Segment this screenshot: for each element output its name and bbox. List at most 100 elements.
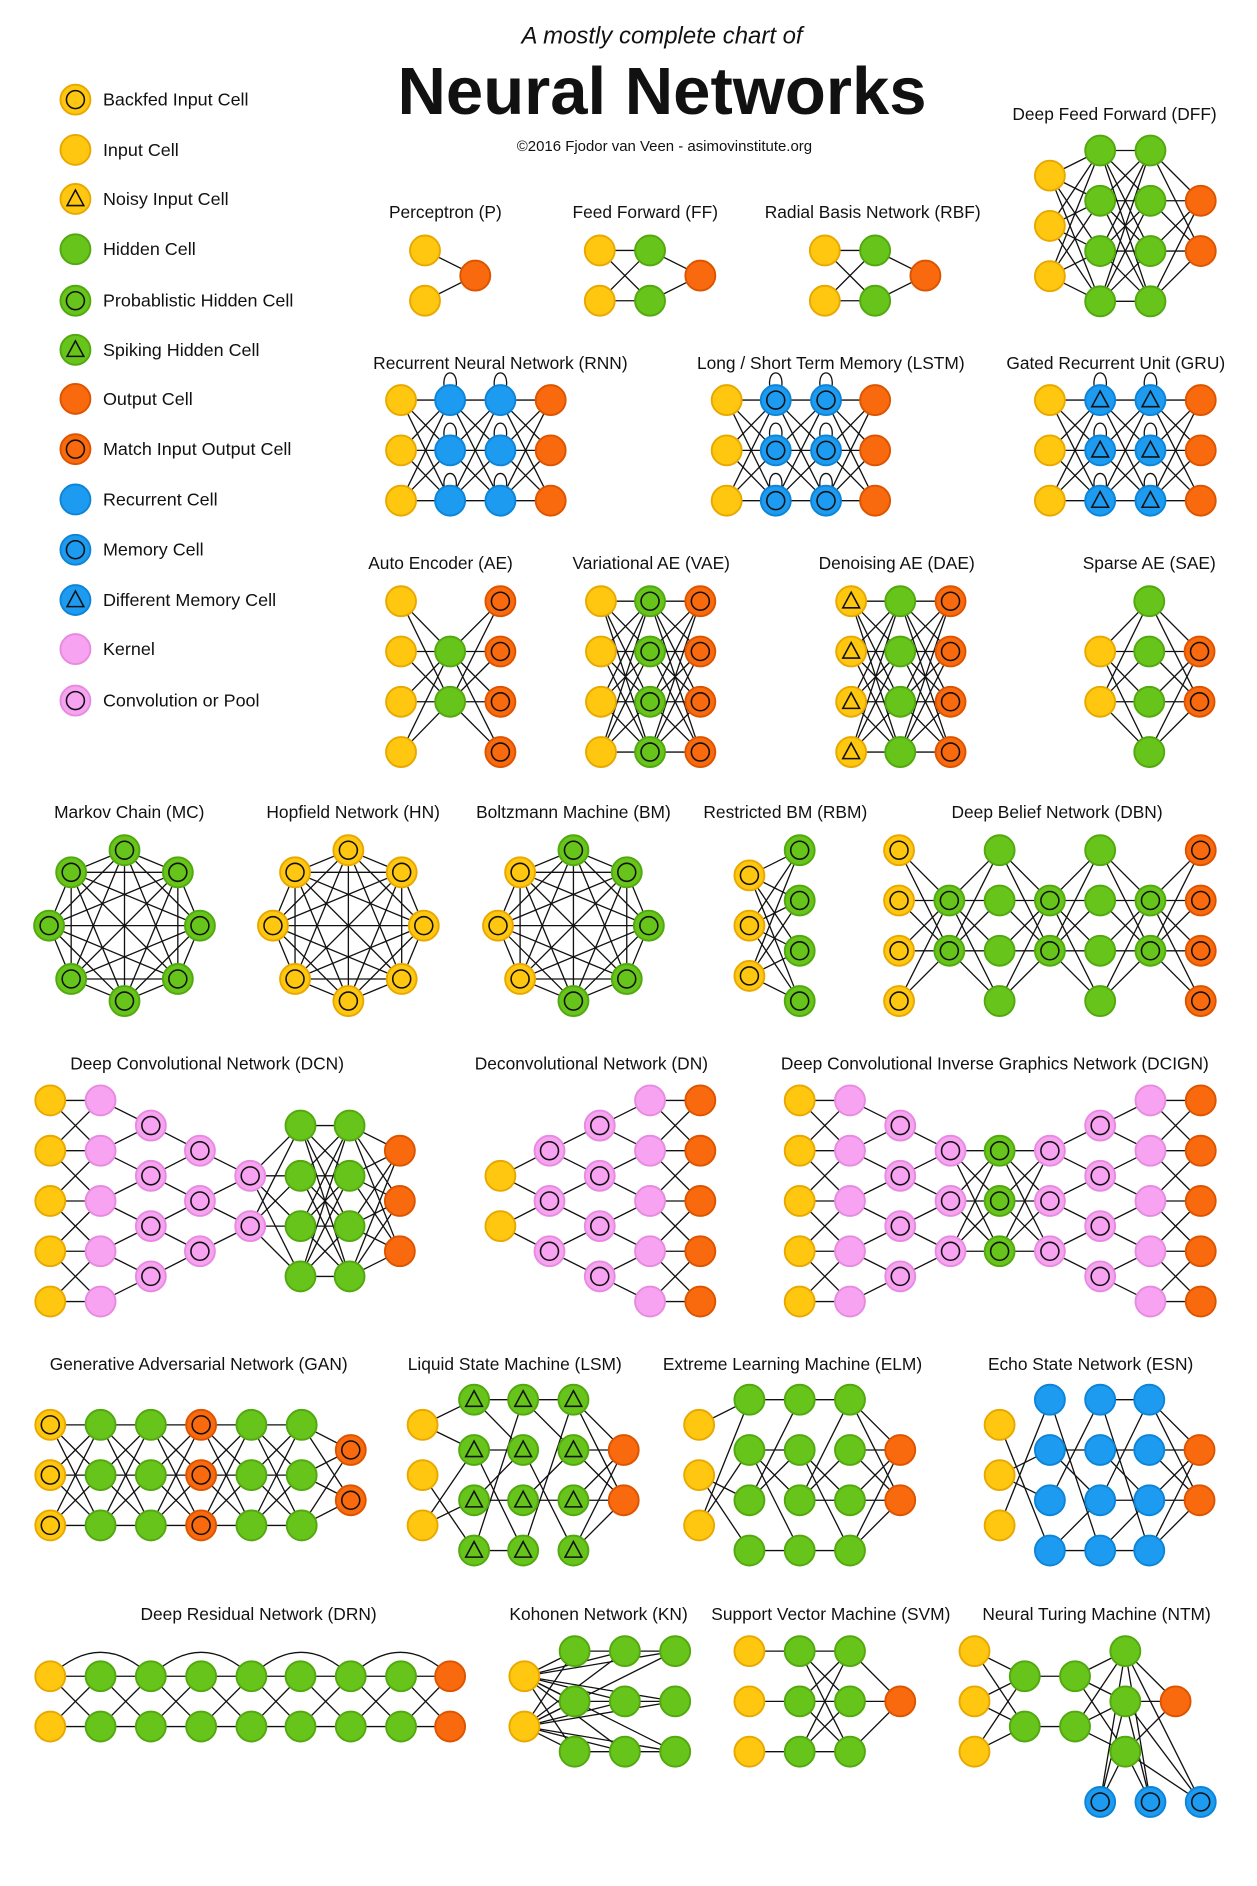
convolution-pool-cell xyxy=(533,1134,566,1167)
ring-symbol-icon xyxy=(1189,641,1210,662)
recurrent-cell xyxy=(1133,1484,1166,1517)
backfed-input-cell xyxy=(34,1459,67,1492)
hidden-cell xyxy=(733,1434,766,1466)
input-cell xyxy=(385,736,417,768)
triangle-symbol-icon xyxy=(1140,490,1161,509)
probabilistic-hidden-cell xyxy=(983,1235,1016,1268)
triangle-symbol-icon xyxy=(841,640,861,659)
match-input-output-cell xyxy=(934,635,967,668)
hidden-cell xyxy=(333,1159,366,1192)
input-cell xyxy=(34,1285,67,1318)
output-cell xyxy=(534,484,567,517)
network-title: Gated Recurrent Unit (GRU) xyxy=(1006,353,1225,373)
hidden-cell xyxy=(84,1509,117,1542)
cells xyxy=(783,1084,1217,1318)
ring-symbol-icon xyxy=(488,915,508,936)
network-title: Deep Convolutional Network (DCN) xyxy=(70,1053,344,1073)
output-cell xyxy=(434,1710,467,1743)
ring-symbol-icon xyxy=(690,692,711,712)
hidden-cell xyxy=(59,233,92,266)
probabilistic-hidden-cell xyxy=(933,934,966,967)
input-cell xyxy=(1084,685,1117,718)
recurrent-loop xyxy=(493,372,508,387)
output-cell xyxy=(1184,184,1217,217)
ring-symbol-icon xyxy=(889,840,909,860)
hidden-cell xyxy=(1084,285,1117,318)
connection xyxy=(299,1125,351,1227)
legend-item: Noisy Input Cell xyxy=(59,183,229,215)
convolution-pool-cell xyxy=(884,1260,917,1293)
hidden-cell xyxy=(1059,1660,1091,1693)
connection xyxy=(799,1399,851,1501)
ring-symbol-icon xyxy=(765,440,786,461)
output-cell xyxy=(684,259,717,292)
hidden-cell xyxy=(834,1383,866,1416)
ring-symbol-icon xyxy=(240,1216,260,1236)
connection xyxy=(200,1424,252,1526)
probabilistic-hidden-cell xyxy=(59,284,92,317)
recurrent-loop xyxy=(769,422,783,437)
kernel-cell xyxy=(84,1185,117,1217)
connection xyxy=(1049,849,1101,952)
kernel-cell xyxy=(834,1185,866,1217)
match-input-output-cell xyxy=(185,1459,218,1492)
triangle-symbol-icon xyxy=(563,1389,584,1408)
output-cell xyxy=(684,1285,717,1318)
hidden-cell xyxy=(385,1710,417,1743)
input-cell xyxy=(484,1159,517,1192)
backfed-input-cell xyxy=(883,884,915,917)
hidden-cell xyxy=(733,1534,766,1567)
hidden-cell xyxy=(333,1260,366,1293)
kernel-cell xyxy=(834,1134,866,1167)
memory-cell xyxy=(810,484,842,517)
probabilistic-hidden-cell xyxy=(161,963,194,995)
connection xyxy=(99,1424,152,1526)
connection xyxy=(1099,1651,1126,1803)
network-sae: Sparse AE (SAE) xyxy=(1083,553,1216,768)
backfed-input-cell xyxy=(733,909,766,942)
network-elm: Extreme Learning Machine (ELM) xyxy=(663,1354,922,1567)
connection xyxy=(748,849,801,977)
output-cell xyxy=(1184,235,1217,267)
output-cell xyxy=(884,1434,917,1466)
recurrent-cell xyxy=(1084,1484,1117,1517)
different-memory-cell xyxy=(1084,434,1117,467)
cells xyxy=(883,834,1217,1017)
convolution-pool-cell xyxy=(583,1109,616,1142)
cells xyxy=(983,1383,1216,1567)
output-cell xyxy=(1159,1685,1192,1718)
output-cell xyxy=(383,1235,416,1268)
noisy-input-cell xyxy=(835,635,868,668)
hidden-cell xyxy=(783,1434,816,1466)
connection xyxy=(70,871,179,980)
ring-symbol-icon xyxy=(889,991,909,1011)
ring-symbol-icon xyxy=(889,941,909,961)
triangle-symbol-icon xyxy=(65,339,86,358)
recurrent-loop xyxy=(769,472,783,487)
ring-symbol-icon xyxy=(563,840,584,860)
ring-symbol-icon xyxy=(617,862,637,883)
output-cell xyxy=(534,434,567,467)
triangle-symbol-icon xyxy=(464,1439,484,1458)
chart-subtitle: A mostly complete chart of xyxy=(519,22,804,49)
ring-symbol-icon xyxy=(690,742,711,762)
hidden-cell xyxy=(235,1660,268,1693)
recurrent-cell xyxy=(434,384,467,417)
hidden-cell xyxy=(284,1260,317,1293)
memory-cell xyxy=(759,384,792,417)
ring-symbol-icon xyxy=(141,1266,161,1287)
ring-symbol-icon xyxy=(890,1115,911,1136)
input-cell xyxy=(1033,384,1066,417)
convolution-pool-cell xyxy=(884,1159,917,1192)
convolution-pool-cell xyxy=(1033,1134,1066,1167)
hidden-cell xyxy=(983,985,1016,1017)
output-cell xyxy=(884,1685,917,1718)
hidden-cell xyxy=(235,1509,268,1542)
convolution-pool-cell xyxy=(1084,1109,1117,1142)
ring-symbol-icon xyxy=(563,991,584,1011)
connection xyxy=(524,1725,676,1753)
different-memory-cell xyxy=(1134,484,1167,517)
hidden-cell xyxy=(608,1685,641,1718)
cells xyxy=(34,1660,467,1743)
backfed-input-cell xyxy=(733,959,766,992)
